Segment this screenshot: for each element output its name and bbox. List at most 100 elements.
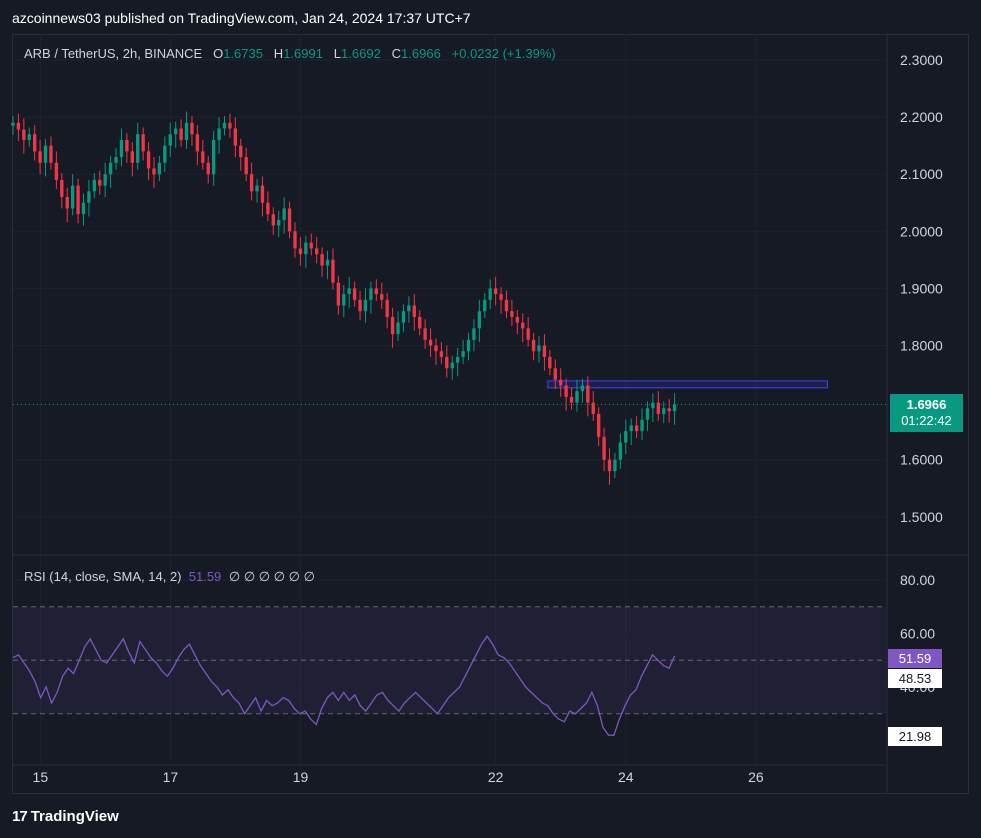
time-tick-label: 19: [293, 769, 309, 785]
candle-body: [667, 408, 671, 412]
candle-body: [515, 316, 520, 323]
low-label: L: [333, 46, 342, 61]
candle-body: [564, 385, 568, 397]
time-tick-label: 17: [163, 769, 179, 785]
candle-body: [174, 128, 178, 135]
rsi-legend: RSI (14, close, SMA, 14, 2) 51.59 ∅ ∅ ∅ …: [24, 569, 315, 585]
candle-body: [553, 368, 557, 380]
candle-body: [390, 316, 395, 335]
candle-body: [596, 414, 601, 437]
candle-body: [672, 404, 677, 412]
candle-body: [450, 362, 454, 369]
candle-body: [81, 202, 86, 215]
candle-body: [504, 299, 509, 312]
candle-body: [423, 328, 427, 340]
open-label: O: [213, 46, 224, 61]
candle-body: [33, 134, 37, 152]
candle-body: [98, 179, 102, 186]
candle-body: [266, 202, 270, 215]
price-tick-label: 1.9000: [900, 280, 943, 296]
rsi-legend-value: 51.59: [188, 569, 222, 584]
close-label: C: [391, 46, 402, 61]
candle-body: [493, 288, 498, 295]
candle-body: [49, 145, 53, 163]
price-tick-label: 2.2000: [900, 109, 943, 125]
candle-body: [537, 345, 541, 352]
candle-body: [618, 442, 623, 460]
price-tick-label: 2.0000: [900, 223, 943, 239]
rsi-low-badge: 21.98: [888, 727, 942, 746]
high-value: 1.6991: [283, 46, 323, 61]
candle-body: [108, 162, 113, 175]
candle-body: [580, 385, 585, 392]
candle-body: [369, 288, 373, 300]
candle-body: [401, 311, 406, 323]
price-tick-label: 1.6000: [900, 452, 943, 468]
candle-body: [304, 242, 308, 255]
price-tick-label: 1.8000: [900, 338, 943, 354]
time-tick-label: 15: [33, 769, 49, 785]
candle-body: [43, 145, 48, 163]
candle-body: [293, 231, 297, 249]
change-value: +0.0232 (+1.39%): [451, 46, 556, 61]
candle-body: [586, 385, 590, 403]
candle-body: [526, 328, 530, 340]
close-value: 1.6966: [401, 46, 441, 61]
candle-body: [184, 122, 189, 140]
candle-body: [320, 254, 324, 266]
candle-body: [434, 345, 438, 352]
candle-body: [363, 299, 368, 312]
candle-body: [602, 436, 606, 460]
candle-body: [217, 128, 221, 140]
candle-body: [640, 419, 644, 432]
rsi-legend-label: RSI (14, close, SMA, 14, 2): [24, 569, 182, 584]
candle-body: [152, 168, 156, 175]
candle-body: [255, 185, 259, 192]
candle-body: [54, 162, 59, 180]
candle-body: [114, 157, 118, 163]
candle-body: [569, 396, 574, 403]
candle-body: [591, 402, 595, 415]
candle-body: [22, 129, 26, 140]
bar-countdown: 01:22:42: [901, 413, 952, 428]
candle-body: [260, 185, 265, 203]
time-tick-label: 22: [488, 769, 504, 785]
candle-body: [325, 259, 330, 266]
candle-body: [119, 139, 124, 158]
candle-body: [179, 128, 183, 140]
candle-body: [445, 356, 449, 369]
candle-body: [352, 288, 357, 300]
candle-body: [201, 151, 205, 163]
rsi-tick-label: 60.00: [900, 626, 935, 642]
candle-body: [347, 288, 351, 295]
ohlc-legend: ARB / TetherUS, 2h, BINANCE O1.6735 H1.6…: [24, 46, 556, 61]
candle-body: [136, 134, 140, 163]
candle-body: [439, 351, 444, 357]
candle-body: [239, 145, 243, 158]
candle-body: [38, 151, 42, 163]
candle-body: [358, 299, 362, 312]
candle-body: [634, 425, 639, 432]
candle-body: [521, 322, 525, 329]
candle-body: [309, 242, 313, 249]
candle-body: [211, 139, 216, 175]
candle-body: [157, 162, 162, 175]
candle-body: [65, 197, 69, 209]
last-price-badge: 1.6966 01:22:42: [890, 394, 963, 432]
tradingview-logo[interactable]: 17 TradingView: [12, 808, 119, 825]
rsi-sma-badge: 48.53: [888, 669, 942, 688]
candle-body: [342, 294, 346, 306]
candle-body: [16, 122, 21, 130]
chart-frame: [12, 34, 969, 794]
high-label: H: [273, 46, 284, 61]
candle-body: [483, 299, 487, 312]
time-tick-label: 24: [618, 769, 634, 785]
candle-body: [466, 339, 471, 352]
candle-body: [233, 128, 238, 146]
candle-body: [336, 282, 341, 306]
candle-body: [407, 305, 411, 312]
candle-body: [92, 179, 97, 192]
candle-body: [206, 162, 210, 175]
candle-body: [271, 214, 275, 226]
